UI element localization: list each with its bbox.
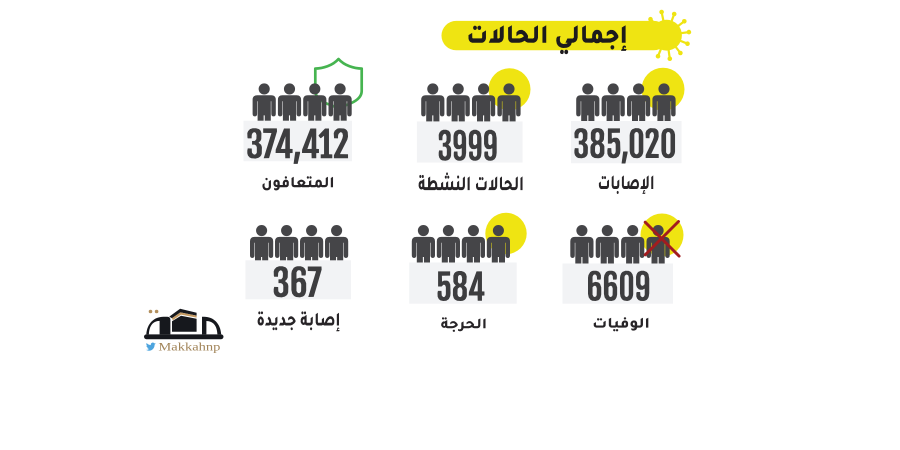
svg-text:Makkahnp: Makkahnp [158,340,220,354]
